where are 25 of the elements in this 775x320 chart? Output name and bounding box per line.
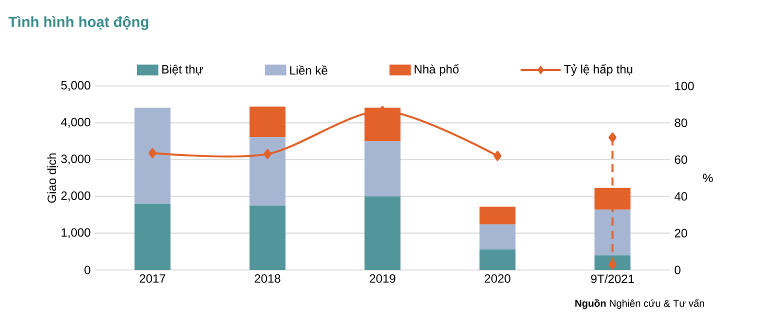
x-tick-label: 9T/2021: [591, 274, 634, 284]
y2-tick-label: 60: [674, 155, 688, 164]
x-tick-label: 2017: [140, 274, 166, 283]
y-tick-label: 4,000: [60, 118, 90, 128]
y2-tick-label: 80: [674, 118, 688, 128]
y2-tick-label: 100: [675, 82, 694, 90]
legend-label: Liền kề: [290, 65, 328, 75]
y-tick-label: 0: [84, 266, 90, 274]
y2-axis-title: %: [702, 174, 713, 182]
x-tick-label: 2019: [370, 274, 396, 283]
y2-tick-label: 20: [674, 228, 688, 238]
legend-label: Tỷ lệ hấp thụ: [564, 64, 632, 76]
legend-label: Nhà phố: [414, 64, 459, 76]
y2-tick-label: 40: [674, 192, 688, 201]
y-tick-label: 1,000: [62, 228, 90, 238]
chart-title: Tình hình hoạt động: [8, 16, 148, 30]
x-tick-label: 2018: [254, 274, 280, 283]
y-tick-label: 5,000: [61, 81, 90, 91]
y-tick-label: 2,000: [61, 191, 90, 202]
y-axis-title: Giao dịch: [47, 153, 58, 203]
x-tick-label: 2020: [484, 274, 510, 283]
text: Nguồn Nghiên cứu & Tư vấn: [575, 299, 704, 309]
y-tick-label: 3,000: [61, 154, 90, 165]
y2-tick-label: 0: [674, 266, 680, 274]
legend-label: Biệt thự: [162, 64, 203, 76]
